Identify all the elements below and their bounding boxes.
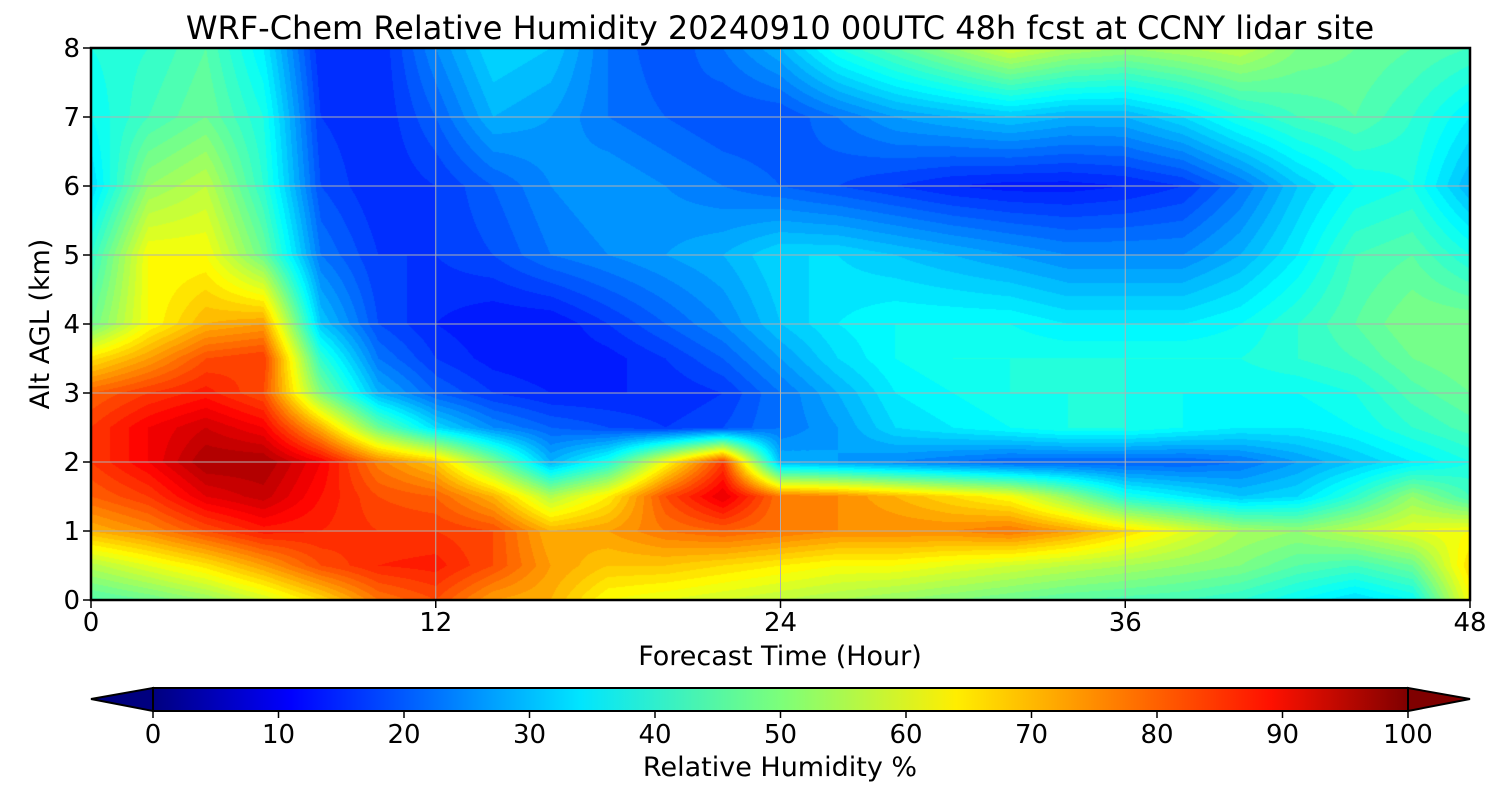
grid-lines: [91, 48, 1470, 600]
plot-area: [89, 46, 1472, 602]
colorbar-tick-label: 50: [764, 720, 797, 750]
y-tick-label: 8: [63, 34, 80, 64]
chart-title: WRF-Chem Relative Humidity 20240910 00UT…: [186, 9, 1374, 47]
colorbar-ticks: 0 10 20 30 40 50 60 70 80 90 100: [145, 711, 1433, 750]
x-tick-label: 24: [764, 608, 797, 638]
colorbar-tick-label: 100: [1383, 720, 1433, 750]
x-tick-label: 48: [1453, 608, 1486, 638]
colorbar-tick-label: 40: [638, 720, 671, 750]
colorbar-tick-label: 60: [889, 720, 922, 750]
colorbar-tick-label: 80: [1140, 720, 1173, 750]
colorbar-ramp: [152, 687, 1409, 712]
y-tick-label: 2: [63, 448, 80, 478]
y-tick-label: 3: [63, 379, 80, 409]
y-tick-label: 6: [63, 172, 80, 202]
colorbar-tick-label: 20: [387, 720, 420, 750]
x-tick-label: 12: [419, 608, 452, 638]
x-tick-label: 0: [83, 608, 100, 638]
y-axis: 0 1 2 3 4 5 6 7 8: [63, 34, 91, 616]
colorbar-tick-label: 70: [1015, 720, 1048, 750]
y-tick-label: 1: [63, 517, 80, 547]
colorbar-tick-label: 10: [262, 720, 295, 750]
colorbar-extend-min: [90, 686, 154, 713]
colorbar-extend-max: [1407, 686, 1471, 713]
x-axis: 0 12 24 36 48: [83, 600, 1487, 638]
x-tick-label: 36: [1109, 608, 1142, 638]
y-tick-label: 5: [63, 241, 80, 271]
y-tick-label: 7: [63, 103, 80, 133]
colorbar-tick-label: 90: [1266, 720, 1299, 750]
colorbar: 0 10 20 30 40 50 60 70 80 90 100 Relative Humidity…: [90, 686, 1471, 783]
colorbar-tick-label: 30: [513, 720, 546, 750]
colorbar-label: Relative Humidity %: [643, 752, 917, 783]
y-tick-label: 4: [63, 310, 80, 340]
y-axis-label: Alt AGL (km): [25, 239, 56, 410]
x-axis-label: Forecast Time (Hour): [638, 641, 922, 672]
colorbar-tick-label: 0: [145, 720, 162, 750]
y-tick-label: 0: [63, 586, 80, 616]
